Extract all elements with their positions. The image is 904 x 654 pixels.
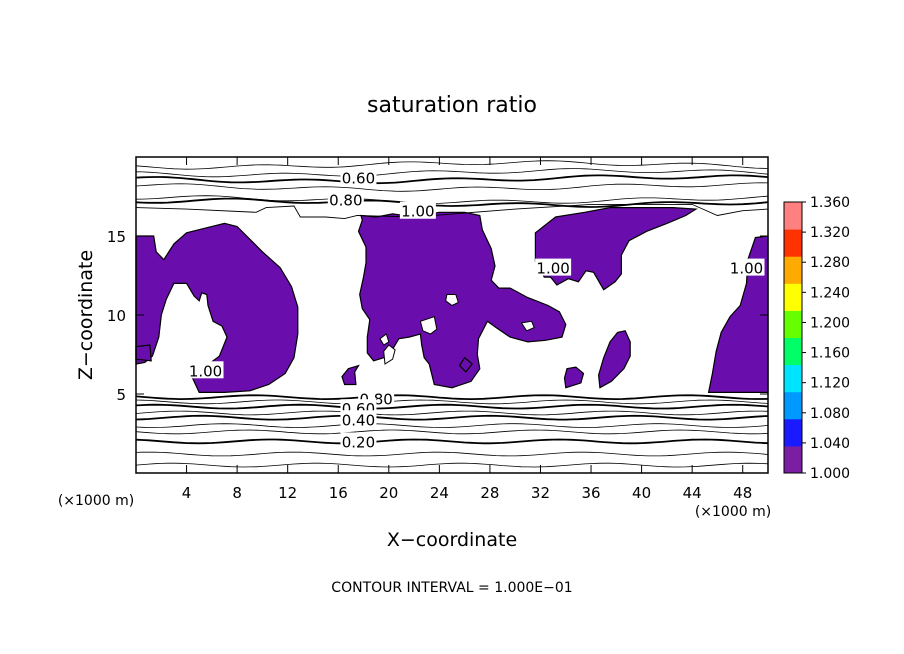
- chart-title: saturation ratio: [367, 93, 537, 118]
- colorbar-label: 1.320: [810, 225, 850, 241]
- subsaturated-pocket: [419, 315, 438, 335]
- contour-label-backing: [340, 432, 377, 450]
- x-tick-label: 24: [430, 484, 449, 502]
- colorbar-frame: [783, 201, 803, 474]
- colorbar-label: 1.040: [810, 436, 850, 452]
- x-tick-label: 44: [683, 484, 702, 502]
- y-axis-label: Z−coordinate: [75, 250, 97, 380]
- contour-label: 1.00: [189, 362, 222, 380]
- colorbar-swatch: [784, 418, 802, 447]
- colorbar-label: 1.200: [810, 315, 850, 331]
- y-unit-label: (×1000 m): [58, 493, 134, 509]
- colorbar-swatch: [784, 202, 802, 230]
- supersaturated-region: [357, 211, 567, 389]
- x-tick-label: 40: [632, 484, 651, 502]
- contour-label: 0.20: [342, 433, 375, 451]
- contour-line: [135, 197, 769, 208]
- contour-line: [135, 423, 769, 428]
- contour-label-backing: [187, 361, 224, 379]
- supersaturated-region: [597, 330, 631, 389]
- y-tick-label: 5: [116, 386, 126, 404]
- colorbar-label: 1.080: [810, 406, 850, 422]
- contour-line: [135, 451, 769, 457]
- x-tick-label: 32: [531, 484, 550, 502]
- colorbar-swatch: [784, 283, 802, 311]
- colorbar-swatch: [784, 229, 802, 257]
- colorbar-label: 1.160: [810, 346, 850, 362]
- supersaturated-region: [534, 207, 698, 291]
- x-axis-ticks: 4 8 12 16 20 24 28 32 36 40 44 48: [182, 157, 752, 502]
- supersaturated-region: [341, 364, 360, 386]
- contour-line: [135, 394, 769, 401]
- contour-line: [135, 462, 769, 468]
- contour-label-backing: [399, 201, 436, 219]
- colorbar-label: 1.240: [810, 285, 850, 301]
- colorbar-swatch: [784, 256, 802, 284]
- contour-line: [135, 160, 769, 170]
- contour-label: 0.80: [329, 192, 362, 210]
- contour-line: [135, 168, 769, 178]
- x-tick-label: 28: [480, 484, 499, 502]
- colorbar-swatch: [784, 364, 802, 393]
- contour-line: [135, 429, 769, 435]
- y-tick-label: 15: [107, 228, 126, 246]
- contour-label: 1.00: [401, 203, 434, 221]
- x-unit-label: (×1000 m): [695, 504, 771, 520]
- x-tick-label: 4: [182, 484, 192, 502]
- y-tick-label: 10: [107, 307, 126, 325]
- contour-label-backing: [340, 410, 377, 428]
- supersaturated-regions: [135, 207, 769, 393]
- colorbar-swatch: [784, 445, 802, 474]
- contour-label: 0.40: [342, 411, 375, 429]
- contour-label-backing: [728, 258, 765, 276]
- supersaturated-region: [135, 344, 152, 362]
- subsaturated-pocket: [445, 294, 459, 307]
- subsaturated-pocket: [383, 344, 396, 365]
- y-axis-ticks: 5 10 15: [107, 228, 768, 404]
- contour-label: 1.00: [536, 260, 569, 278]
- x-tick-label: 12: [278, 484, 297, 502]
- contour-labels: 0.600.801.000.800.600.400.201.001.001.00: [187, 168, 765, 451]
- colorbar-swatch: [784, 337, 802, 366]
- supersaturated-region: [135, 222, 299, 393]
- contour-label-backing: [340, 168, 377, 186]
- x-tick-label: 48: [733, 484, 752, 502]
- colorbar-label: 1.280: [810, 255, 850, 271]
- x-tick-label: 16: [329, 484, 348, 502]
- contour-label: 1.00: [730, 260, 763, 278]
- x-tick-label: 36: [581, 484, 600, 502]
- colorbar: 1.360 1.320 1.280 1.240 1.200 1.160 1.120 1.080…: [783, 195, 850, 482]
- contour-interval-note: CONTOUR INTERVAL = 1.000E−01: [331, 580, 572, 596]
- supersaturated-region: [458, 356, 474, 373]
- contour-line: [135, 403, 769, 410]
- contour-lines: [135, 160, 769, 468]
- x-tick-label: 20: [379, 484, 398, 502]
- contour-line: [135, 410, 769, 416]
- colorbar-swatch: [784, 310, 802, 338]
- plot-area: 0.600.801.000.800.600.400.201.001.001.00…: [107, 156, 769, 502]
- colorbar-label: 1.360: [810, 195, 850, 211]
- contour-line: [135, 195, 769, 205]
- contour-line-1.00: [135, 203, 769, 220]
- subsaturated-pocket: [520, 320, 535, 332]
- contour-line: [135, 399, 769, 405]
- subsaturated-pocket: [379, 333, 390, 346]
- x-tick-label: 8: [232, 484, 242, 502]
- contour-line: [135, 414, 769, 421]
- contour-line: [135, 174, 769, 185]
- contour-line: [135, 438, 769, 445]
- contour-label-backing: [327, 190, 364, 208]
- x-axis-label: X−coordinate: [387, 529, 517, 551]
- supersaturated-region: [563, 366, 585, 389]
- contour-line: [135, 182, 769, 192]
- contour-label: 0.60: [342, 170, 375, 188]
- colorbar-label: 1.120: [810, 376, 850, 392]
- colorbar-label: 1.000: [810, 466, 850, 482]
- contour-label-backing: [535, 258, 572, 276]
- colorbar-swatch: [784, 391, 802, 420]
